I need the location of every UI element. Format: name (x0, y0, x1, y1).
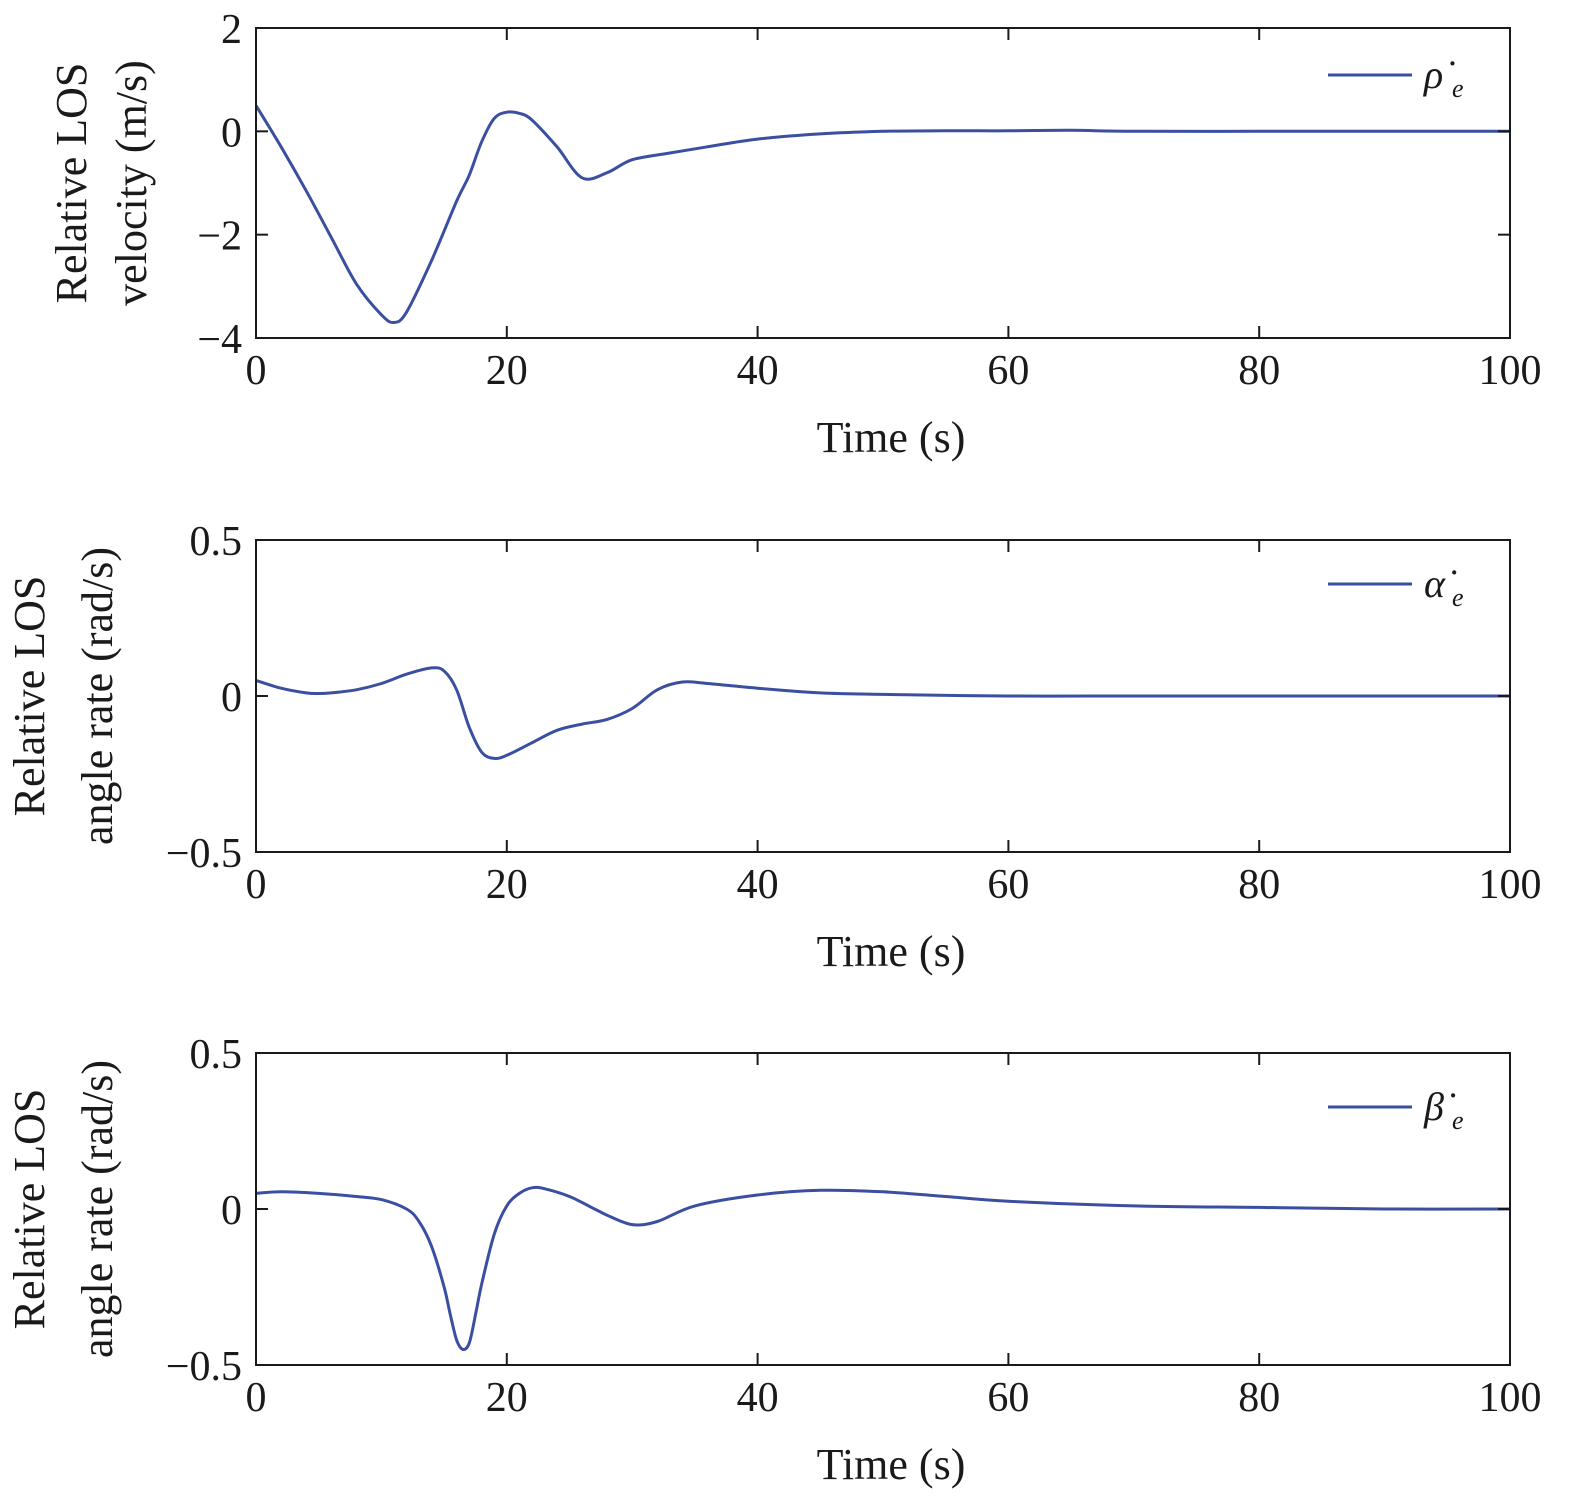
panel-3-legend-subscript: e (1452, 1106, 1464, 1135)
y-tick-label: −2 (197, 214, 242, 260)
panel-2: 0 20 40 60 80 100−0.500.5 Time (s) Relative L… (5, 519, 1542, 976)
panel-3-legend-label: β̇ (1423, 1084, 1456, 1129)
panel-3-series (255, 1185, 1511, 1352)
panel-3-legend: β̇ e (1328, 1084, 1464, 1135)
y-tick-label: 0.5 (190, 519, 243, 565)
panel-1-ylabel-line-1: Relative LOS (47, 63, 96, 304)
panel-2-series (255, 666, 1510, 761)
x-tick-label: 0 (246, 862, 267, 908)
x-tick-label: 20 (486, 1375, 528, 1421)
panel-2-ylabel-line-1: Relative LOS (5, 576, 54, 817)
x-tick-label: 40 (737, 1375, 779, 1421)
panel-1-legend-subscript: e (1452, 74, 1464, 103)
panel-3: 0 20 40 60 80 100−0.500.5 Time (s) Relative L… (5, 1032, 1542, 1489)
y-tick-label: −0.5 (166, 1344, 242, 1390)
y-tick-label: 0 (221, 1188, 242, 1234)
panel-2-xlabel: Time (s) (817, 927, 966, 976)
x-tick-label: 60 (987, 1375, 1029, 1421)
x-tick-label: 100 (1479, 862, 1542, 908)
x-tick-label: 0 (246, 348, 267, 394)
x-tick-label: 0 (246, 1375, 267, 1421)
series-line (255, 1185, 1511, 1352)
panel-1-frame (255, 27, 1511, 339)
x-tick-label: 60 (987, 348, 1029, 394)
panel-3-ylabel-line-1: Relative LOS (5, 1089, 54, 1330)
panel-3-ticks: 0 20 40 60 80 100−0.500.5 (166, 1032, 1542, 1421)
x-tick-label: 20 (486, 348, 528, 394)
panel-1-ylabel-line-2: velocity (m/s) (107, 60, 156, 306)
series-line (255, 666, 1510, 761)
y-tick-label: 0 (221, 675, 242, 721)
x-tick-label: 80 (1238, 862, 1280, 908)
series-line (254, 104, 1510, 325)
panel-2-legend: α̇ e (1328, 561, 1464, 612)
panel-1-legend: ρ̇ e (1328, 52, 1464, 103)
panel-1-xlabel: Time (s) (817, 413, 966, 462)
panel-2-legend-subscript: e (1452, 583, 1464, 612)
panel-3-xlabel: Time (s) (817, 1440, 966, 1489)
y-tick-label: −0.5 (166, 831, 242, 877)
x-tick-label: 80 (1238, 1375, 1280, 1421)
x-tick-label: 100 (1479, 348, 1542, 394)
panel-3-ylabel-line-2: angle rate (rad/s) (73, 1060, 122, 1358)
x-tick-label: 20 (486, 862, 528, 908)
x-tick-label: 40 (737, 862, 779, 908)
panel-2-ylabel-line-2: angle rate (rad/s) (73, 547, 122, 845)
y-tick-label: 0 (221, 110, 242, 156)
panel-1-legend-label: ρ̇ (1422, 52, 1455, 97)
panel-1-series (254, 104, 1510, 325)
panel-1: 0 20 40 60 80 100 −4 −2 0 2 Time (s) Relative LOS… (47, 7, 1542, 462)
panel-2-ticks: 0 20 40 60 80 100−0.500.5 (166, 519, 1542, 908)
x-tick-label: 40 (737, 348, 779, 394)
x-tick-label: 100 (1479, 1375, 1542, 1421)
y-tick-label: 2 (221, 7, 242, 53)
y-tick-label: −4 (197, 317, 242, 363)
panel-1-ticks: 0 20 40 60 80 100 −4 −2 0 2 (197, 7, 1541, 394)
x-tick-label: 60 (987, 862, 1029, 908)
y-tick-label: 0.5 (190, 1032, 243, 1078)
x-tick-label: 80 (1238, 348, 1280, 394)
